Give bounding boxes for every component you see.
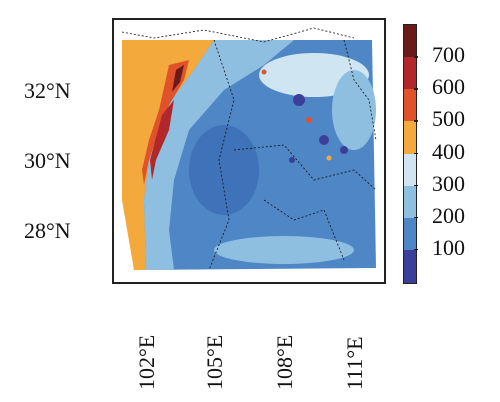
map-plot [114, 20, 384, 282]
colorbar-segment [404, 249, 416, 283]
x-tick-label: 102°E [134, 334, 159, 390]
y-tick-label: 32°N [24, 78, 71, 103]
x-tick-label: 108°E [272, 334, 297, 390]
x-tick-label: 105°E [202, 334, 227, 390]
colorbar-segment [404, 217, 416, 251]
y-tick-label: 30°N [24, 148, 71, 173]
colorbar-tick-mark [414, 120, 418, 122]
colorbar-tick-mark [414, 184, 418, 187]
colorbar-tick-label: 700 [432, 42, 465, 68]
colorbar-tick-label: 500 [432, 106, 465, 132]
colorbar-tick-label: 600 [432, 74, 465, 100]
colorbar-tick-mark [414, 88, 418, 90]
colorbar-segment [404, 121, 416, 154]
colorbar-segment [404, 57, 416, 90]
colorbar-tick-label: 300 [432, 170, 465, 196]
colorbar-segment [404, 25, 416, 58]
colorbar-tick-label: 100 [432, 234, 465, 260]
colorbar-segment [404, 153, 416, 187]
colorbar-segment [404, 185, 416, 219]
y-tick-label: 28°N [24, 218, 71, 243]
x-tick-label: 111°E [342, 336, 367, 390]
colorbar-tick-mark [414, 216, 418, 219]
colorbar-tick-label: 200 [432, 202, 465, 228]
colorbar-segment [404, 89, 416, 122]
colorbar-tick-mark [414, 56, 418, 58]
ridge-streak [142, 60, 189, 185]
high-elevation-band [122, 40, 214, 270]
colorbar [403, 24, 417, 284]
colorbar-tick-label: 400 [432, 138, 465, 164]
map-frame [112, 18, 386, 284]
colorbar-tick-mark [414, 152, 418, 154]
colorbar-tick-mark [414, 248, 418, 251]
